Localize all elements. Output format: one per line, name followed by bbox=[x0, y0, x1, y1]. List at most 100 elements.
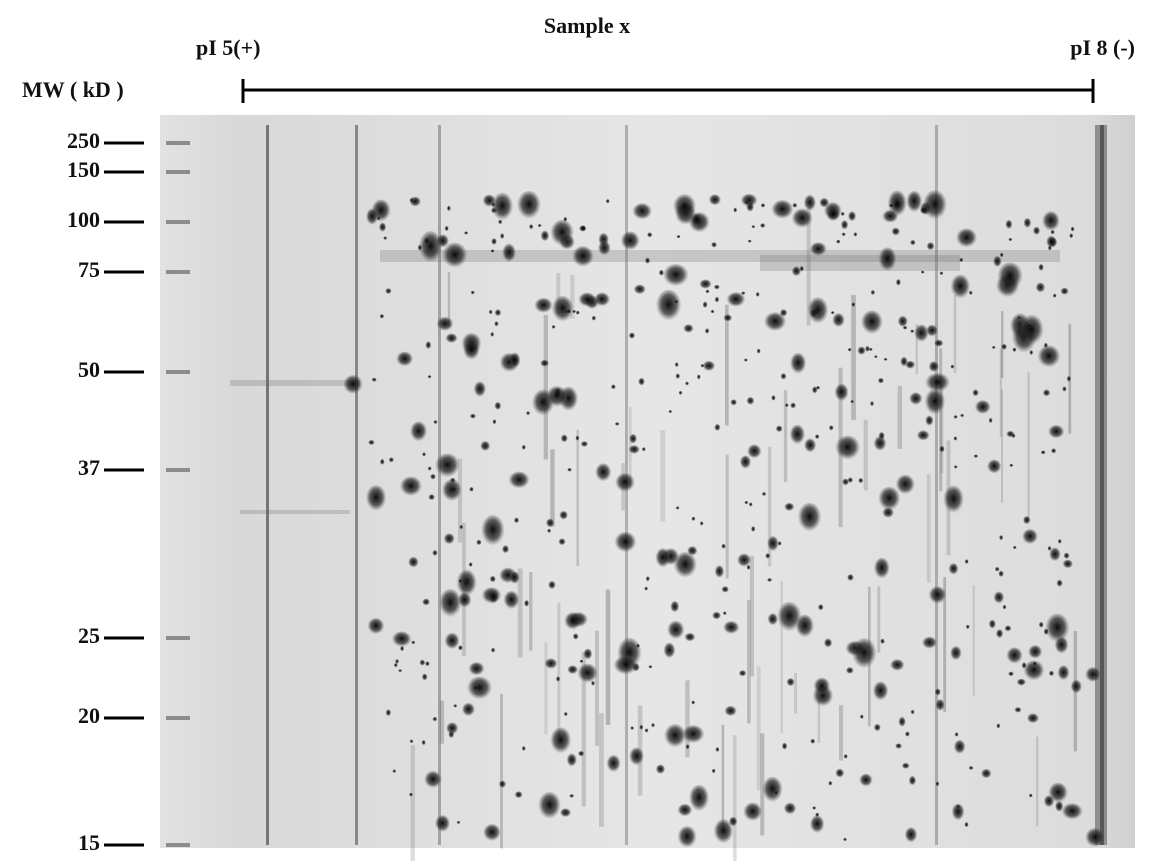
protein-spot bbox=[809, 242, 827, 257]
protein-spot bbox=[674, 299, 679, 304]
protein-spot bbox=[739, 455, 752, 470]
protein-spot bbox=[1000, 343, 1008, 351]
protein-spot bbox=[891, 227, 901, 236]
protein-spot bbox=[1062, 386, 1067, 392]
protein-spot bbox=[501, 243, 517, 264]
gel bbox=[160, 115, 1135, 848]
protein-spot bbox=[878, 486, 901, 512]
protein-spot bbox=[418, 231, 443, 265]
protein-spot bbox=[488, 309, 493, 315]
protein-spot bbox=[1035, 282, 1046, 294]
protein-spot bbox=[371, 377, 377, 383]
protein-spot bbox=[668, 410, 673, 414]
protein-spot bbox=[1047, 245, 1052, 251]
protein-spot bbox=[537, 223, 542, 228]
mw-label: 25 bbox=[78, 623, 100, 648]
protein-spot bbox=[578, 292, 597, 308]
protein-spot bbox=[408, 792, 413, 797]
protein-spot bbox=[655, 289, 682, 323]
protein-spot bbox=[780, 373, 787, 380]
protein-spot bbox=[892, 198, 903, 212]
streak bbox=[543, 314, 548, 460]
protein-spot bbox=[925, 324, 939, 338]
streak bbox=[438, 125, 441, 845]
protein-spot bbox=[489, 575, 496, 583]
protein-spot bbox=[1052, 293, 1057, 299]
protein-spot bbox=[385, 288, 392, 295]
protein-spot bbox=[663, 642, 676, 660]
protein-spot bbox=[427, 466, 432, 471]
protein-spot bbox=[514, 791, 523, 799]
protein-spot bbox=[926, 242, 935, 251]
protein-spot bbox=[667, 620, 685, 641]
streak bbox=[570, 274, 575, 319]
protein-spot bbox=[550, 219, 574, 248]
protein-spot bbox=[641, 447, 646, 452]
protein-spot bbox=[743, 802, 763, 823]
protein-spot bbox=[968, 290, 973, 296]
protein-spot bbox=[951, 803, 965, 822]
protein-spot bbox=[550, 727, 572, 755]
axis-label: MW ( kD ) bbox=[22, 77, 124, 102]
protein-spot bbox=[1027, 645, 1043, 660]
streak bbox=[999, 348, 1002, 437]
protein-spot bbox=[595, 463, 612, 483]
protein-spot bbox=[711, 242, 718, 248]
protein-spot bbox=[995, 629, 1004, 639]
protein-spot bbox=[762, 776, 783, 804]
protein-spot bbox=[583, 648, 593, 661]
protein-spot bbox=[714, 565, 725, 579]
streak bbox=[972, 585, 975, 696]
protein-spot bbox=[658, 269, 665, 277]
streak bbox=[410, 745, 415, 866]
protein-spot bbox=[1023, 660, 1045, 682]
protein-spot bbox=[922, 190, 948, 222]
protein-spot bbox=[590, 680, 596, 686]
protein-spot bbox=[433, 420, 438, 425]
protein-spot bbox=[1062, 559, 1074, 569]
protein-spot bbox=[1019, 314, 1044, 347]
protein-spot bbox=[817, 604, 824, 611]
protein-spot bbox=[826, 208, 841, 222]
marker-band bbox=[166, 716, 190, 720]
mw-label: 150 bbox=[67, 157, 100, 182]
protein-spot bbox=[743, 358, 748, 363]
protein-spot bbox=[684, 381, 690, 386]
protein-spot bbox=[546, 386, 568, 408]
protein-spot bbox=[691, 700, 696, 705]
protein-spot bbox=[453, 704, 458, 708]
protein-spot bbox=[1045, 613, 1070, 644]
protein-spot bbox=[722, 611, 727, 616]
protein-spot bbox=[699, 521, 704, 526]
protein-spot bbox=[791, 266, 802, 277]
protein-spot bbox=[379, 314, 385, 319]
protein-spot bbox=[786, 678, 795, 687]
protein-spot bbox=[444, 632, 460, 651]
protein-spot bbox=[572, 246, 594, 268]
protein-spot bbox=[675, 506, 680, 510]
protein-spot bbox=[1043, 628, 1049, 636]
protein-spot bbox=[895, 279, 901, 287]
protein-spot bbox=[677, 825, 697, 849]
protein-spot bbox=[974, 400, 991, 415]
protein-spot bbox=[490, 332, 495, 338]
protein-spot bbox=[710, 309, 715, 314]
protein-spot bbox=[392, 769, 397, 774]
streak bbox=[749, 555, 754, 677]
streak bbox=[935, 125, 938, 845]
streak bbox=[557, 602, 561, 741]
protein-spot bbox=[559, 808, 572, 818]
protein-spot bbox=[430, 473, 436, 480]
protein-spot bbox=[1038, 621, 1044, 629]
protein-spot bbox=[988, 417, 993, 424]
protein-spot bbox=[767, 577, 773, 583]
protein-spot bbox=[774, 790, 779, 796]
protein-spot bbox=[868, 347, 873, 352]
mw-label: 100 bbox=[67, 207, 100, 232]
protein-spot bbox=[747, 444, 762, 460]
protein-spot bbox=[393, 662, 398, 668]
protein-spot bbox=[724, 705, 737, 717]
protein-spot bbox=[948, 563, 959, 576]
protein-spot bbox=[559, 510, 569, 521]
protein-spot bbox=[959, 257, 964, 263]
